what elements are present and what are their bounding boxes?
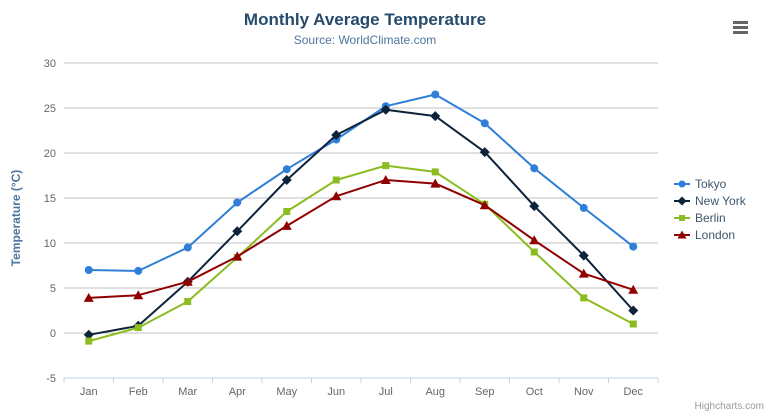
x-axis-tick-label: Jul [379,386,393,398]
x-axis-tick-label: Jan [80,386,98,398]
legend-label: New York [695,193,746,208]
data-point-marker[interactable] [282,165,291,174]
hamburger-bar [733,21,748,24]
x-axis-tick-label: Dec [623,386,643,398]
y-axis-title: Temperature (°C) [9,170,23,267]
chart-subtitle: Source: WorldClimate.com [293,33,437,47]
y-axis-tick-label: 5 [50,283,56,295]
hamburger-bar [733,26,748,29]
x-axis-tick-label: Sep [475,386,495,398]
data-point-marker[interactable] [331,191,342,201]
y-axis-tick-label: 10 [44,238,56,250]
x-axis-tick-label: Feb [129,386,148,398]
data-point-marker[interactable] [677,196,687,205]
series-line[interactable] [87,108,635,336]
data-point-marker[interactable] [232,226,243,237]
series-london[interactable] [83,175,639,302]
data-point-marker[interactable] [628,284,639,294]
data-point-marker[interactable] [283,208,291,215]
data-point-marker[interactable] [331,130,342,140]
series-new-york[interactable] [83,104,639,340]
series-line[interactable] [87,93,635,272]
data-point-marker[interactable] [134,266,143,275]
series-line[interactable] [87,179,635,299]
legend-item-new-york[interactable]: New York [674,192,746,209]
data-point-marker[interactable] [430,178,441,188]
series-line[interactable] [87,164,635,343]
data-point-marker[interactable] [479,200,490,210]
data-point-marker[interactable] [83,329,94,340]
data-point-marker[interactable] [233,198,242,207]
data-point-marker[interactable] [678,180,686,187]
y-axis-tick-label: 20 [44,148,56,160]
data-point-marker[interactable] [184,298,192,305]
data-point-marker[interactable] [133,290,144,300]
data-point-marker[interactable] [679,214,685,221]
y-axis-tick-label: 30 [44,58,56,70]
data-point-marker[interactable] [84,266,93,274]
data-point-marker[interactable] [677,230,687,238]
legend-symbol-square-icon [674,214,690,221]
legend-label: Berlin [695,210,726,225]
data-point-marker[interactable] [579,203,588,212]
y-axis-tick-label: 15 [44,193,56,205]
legend-symbol-circle-icon [674,180,690,187]
data-point-marker[interactable] [183,243,192,252]
data-point-marker[interactable] [85,337,93,345]
data-point-marker[interactable] [529,235,540,245]
hamburger-bar [733,31,748,34]
data-point-marker[interactable] [83,292,94,302]
credits-link[interactable]: Highcharts.com [694,401,764,412]
legend-symbol-triangle-icon [674,230,690,238]
data-point-marker[interactable] [380,104,391,115]
series-tokyo[interactable] [84,90,638,275]
data-point-marker[interactable] [182,276,193,286]
data-point-marker[interactable] [332,176,340,184]
data-point-marker[interactable] [629,242,638,251]
data-point-marker[interactable] [629,320,637,328]
legend-item-tokyo[interactable]: Tokyo [674,175,746,192]
data-point-marker[interactable] [530,248,538,256]
data-point-marker[interactable] [134,324,142,332]
data-point-marker[interactable] [382,162,390,170]
data-point-marker[interactable] [431,168,439,176]
y-axis-tick-label: -5 [46,373,56,385]
legend-item-berlin[interactable]: Berlin [674,209,746,226]
data-point-marker[interactable] [232,251,243,261]
data-point-marker[interactable] [431,90,440,99]
data-point-marker[interactable] [529,201,540,212]
data-point-marker[interactable] [479,147,490,158]
data-point-marker[interactable] [580,294,588,302]
data-point-marker[interactable] [578,250,589,261]
legend-label: London [695,227,736,242]
y-axis-tick-label: 0 [50,328,56,340]
x-axis-tick-label: Aug [425,386,445,398]
legend: Tokyo New York Berlin London [674,175,746,243]
data-point-marker[interactable] [578,268,589,278]
legend-label: Tokyo [695,176,727,191]
data-point-marker[interactable] [430,111,441,122]
x-axis-tick-label: May [276,386,297,398]
x-axis-tick-label: Apr [229,386,246,398]
data-point-marker[interactable] [530,164,539,173]
data-point-marker[interactable] [281,175,292,185]
data-point-marker[interactable] [628,305,639,316]
y-axis-tick-label: 25 [44,103,56,115]
x-axis-tick-label: Nov [574,386,594,398]
chart-title: Monthly Average Temperature [243,10,487,29]
data-point-marker[interactable] [281,220,292,230]
data-point-marker[interactable] [380,175,391,184]
x-axis-tick-label: Oct [526,386,543,398]
data-point-marker[interactable] [480,119,489,128]
x-axis-tick-label: Mar [178,386,197,398]
legend-item-london[interactable]: London [674,226,746,243]
x-axis-tick-label: Jun [327,386,345,398]
hamburger-icon[interactable] [733,21,748,34]
legend-symbol-diamond-icon [674,196,690,205]
